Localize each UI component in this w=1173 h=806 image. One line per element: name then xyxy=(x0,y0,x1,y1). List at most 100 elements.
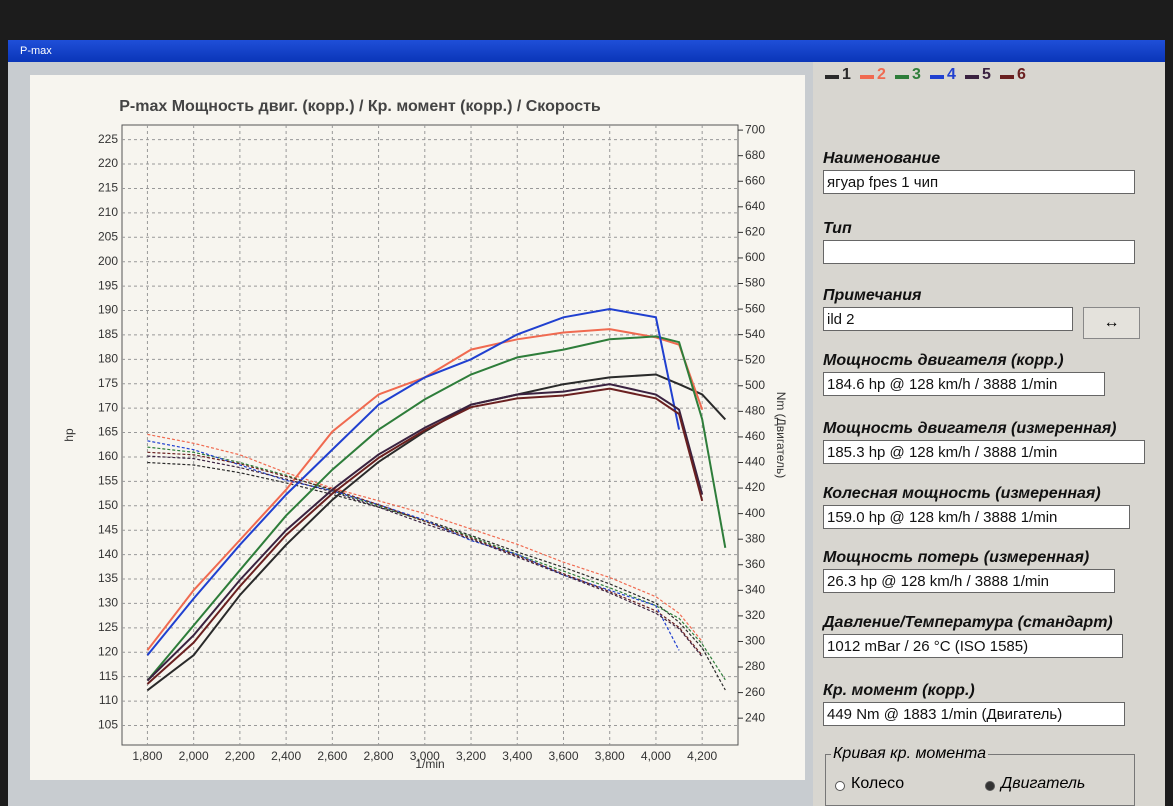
y-tick-label: 180 xyxy=(98,352,118,366)
y-tick-label: 120 xyxy=(98,644,118,658)
torque-line xyxy=(147,440,680,651)
y-tick-label: 175 xyxy=(98,376,118,390)
x-tick-label: 2,000 xyxy=(179,749,209,763)
power-line xyxy=(146,387,704,685)
field-value: 1012 mBar / 26 °C (ISO 1585) xyxy=(823,634,1123,658)
legend-swatch xyxy=(930,75,944,79)
x-tick-label: 2,400 xyxy=(271,749,301,763)
y2-tick-label: 420 xyxy=(745,480,765,494)
field-value: 185.3 hp @ 128 km/h / 3888 1/min xyxy=(823,440,1145,464)
app-window: P-max P-max Мощность двиг. (корр.) / Кр.… xyxy=(8,40,1165,806)
field-label: Примечания xyxy=(823,287,922,304)
y2-tick-label: 320 xyxy=(745,608,765,622)
field-value: 449 Nm @ 1883 1/min (Двигатель) xyxy=(823,702,1125,726)
y2-tick-label: 340 xyxy=(745,582,765,596)
y-tick-label: 125 xyxy=(98,620,118,634)
y-tick-label: 110 xyxy=(99,693,118,707)
legend-entry[interactable]: 4 xyxy=(947,66,956,83)
y2-tick-label: 240 xyxy=(745,710,765,724)
power-line xyxy=(146,383,704,682)
y-tick-label: 165 xyxy=(98,425,118,439)
y-tick-label: 215 xyxy=(98,181,118,195)
y2-tick-label: 300 xyxy=(745,634,765,648)
info-panel: 1 2 3 4 5 6 Наименование ягуар fpes 1 чип Тип При… xyxy=(813,62,1165,806)
field-label: Мощность двигателя (корр.) xyxy=(823,352,1064,369)
x-tick-label: 4,000 xyxy=(641,749,671,763)
y-tick-label: 225 xyxy=(98,132,118,146)
x-axis-label: 1/min xyxy=(415,757,444,771)
legend-entry[interactable]: 5 xyxy=(982,66,991,83)
y2-tick-label: 380 xyxy=(745,531,765,545)
y2-tick-label: 660 xyxy=(745,173,765,187)
y2-tick-label: 520 xyxy=(745,352,765,366)
y-tick-label: 105 xyxy=(98,718,118,732)
y-tick-label: 170 xyxy=(98,400,118,414)
y-tick-label: 160 xyxy=(98,449,118,463)
power-line xyxy=(146,335,727,682)
legend-swatch xyxy=(965,75,979,79)
legend-swatch xyxy=(825,75,839,79)
field-label: Колесная мощность (измеренная) xyxy=(823,485,1101,502)
y2-tick-label: 600 xyxy=(745,250,765,264)
y2-tick-label: 460 xyxy=(745,429,765,443)
y2-tick-label: 560 xyxy=(745,301,765,315)
x-tick-label: 3,400 xyxy=(502,749,532,763)
radio-dot[interactable] xyxy=(835,781,845,791)
y2-tick-label: 540 xyxy=(745,327,765,341)
y2-tick-label: 620 xyxy=(745,225,765,239)
field-value: ild 2 xyxy=(823,307,1073,331)
x-tick-label: 3,600 xyxy=(548,749,578,763)
radio-option[interactable]: Двигатель xyxy=(1001,775,1086,792)
field-label: Мощность двигателя (измеренная) xyxy=(823,420,1117,437)
chart-area: P-max Мощность двиг. (корр.) / Кр. момен… xyxy=(30,75,805,780)
legend-entry[interactable]: 1 xyxy=(842,66,851,83)
field-label: Наименование xyxy=(823,150,941,167)
expand-button[interactable]: ↔ xyxy=(1083,307,1140,339)
legend-entry[interactable]: 6 xyxy=(1017,66,1026,83)
plot-frame xyxy=(121,124,739,746)
power-line xyxy=(146,307,681,656)
y2-tick-label: 480 xyxy=(745,404,765,418)
legend-swatch xyxy=(1000,75,1014,79)
legend-swatch xyxy=(860,75,874,79)
y2-axis-label: Nm (Двигатель) xyxy=(774,392,788,479)
y-tick-label: 200 xyxy=(98,254,118,268)
x-tick-label: 4,200 xyxy=(687,749,717,763)
field-label: Кр. момент (корр.) xyxy=(823,682,975,699)
legend-entry[interactable]: 3 xyxy=(912,66,921,83)
field-value: 26.3 hp @ 128 km/h / 3888 1/min xyxy=(823,569,1115,593)
y2-tick-label: 680 xyxy=(745,148,765,162)
chart: P-max Мощность двиг. (корр.) / Кр. момен… xyxy=(62,98,788,771)
chart-title: P-max Мощность двиг. (корр.) / Кр. момен… xyxy=(119,98,601,115)
radio-group-label: Кривая кр. момента xyxy=(831,745,989,763)
title-bar: P-max xyxy=(8,40,1165,62)
field-value: 184.6 hp @ 128 km/h / 3888 1/min xyxy=(823,372,1105,396)
y2-tick-label: 400 xyxy=(745,506,765,520)
y2-tick-label: 440 xyxy=(745,455,765,469)
torque-line xyxy=(147,455,703,658)
y2-tick-label: 640 xyxy=(745,199,765,213)
y-tick-label: 185 xyxy=(98,327,118,341)
y-tick-label: 145 xyxy=(98,522,118,536)
y2-tick-label: 260 xyxy=(745,685,765,699)
x-tick-label: 1,800 xyxy=(132,749,162,763)
radio-option[interactable]: Колесо xyxy=(851,775,905,792)
torque-line xyxy=(147,446,726,681)
x-tick-label: 2,200 xyxy=(225,749,255,763)
y2-tick-label: 360 xyxy=(745,557,765,571)
field-value xyxy=(823,240,1135,264)
x-tick-label: 3,000 xyxy=(410,749,440,763)
radio-dot[interactable] xyxy=(985,781,995,791)
y-tick-label: 135 xyxy=(98,571,118,585)
torque-line xyxy=(147,433,703,642)
legend-swatch xyxy=(895,75,909,79)
y2-tick-label: 580 xyxy=(745,276,765,290)
y2-tick-label: 280 xyxy=(745,659,765,673)
x-tick-label: 2,800 xyxy=(364,749,394,763)
y-tick-label: 210 xyxy=(98,205,118,219)
y-tick-label: 150 xyxy=(98,498,118,512)
legend-entry[interactable]: 2 xyxy=(877,66,886,83)
field-value: ягуар fpes 1 чип xyxy=(823,170,1135,194)
x-tick-label: 3,200 xyxy=(456,749,486,763)
